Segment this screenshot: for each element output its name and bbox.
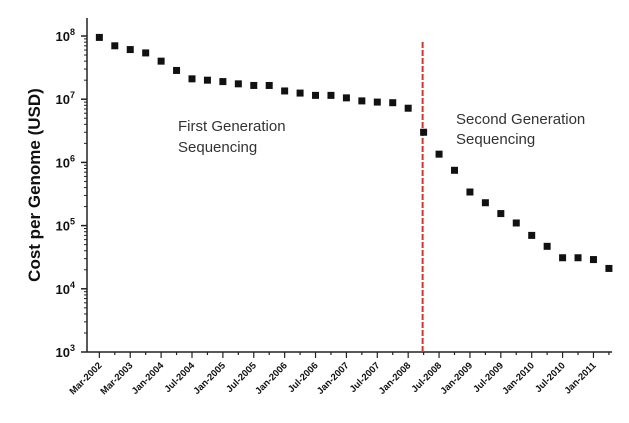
- second-generation-line-2: Sequencing: [456, 131, 535, 148]
- data-point: [342, 94, 350, 102]
- y-tick-exponent: 4: [70, 280, 75, 290]
- data-point: [157, 57, 165, 65]
- y-tick-base: 10: [56, 92, 70, 107]
- y-tick-exponent: 6: [70, 153, 75, 163]
- data-point: [543, 242, 551, 250]
- y-tick-label: 105: [56, 217, 75, 234]
- y-tick-label: 107: [56, 90, 75, 107]
- data-point: [435, 150, 443, 158]
- data-point: [219, 78, 227, 86]
- data-point: [559, 254, 567, 262]
- y-tick-exponent: 5: [70, 217, 75, 227]
- data-point: [373, 98, 381, 106]
- first-generation-line-2: Sequencing: [178, 139, 257, 156]
- x-tick-label: Jan-2011: [562, 360, 599, 397]
- second-generation-line-1: Second Generation: [456, 111, 585, 128]
- data-point: [451, 166, 458, 174]
- data-point: [203, 76, 211, 84]
- data-point: [605, 264, 613, 272]
- y-tick-label: 103: [56, 343, 75, 360]
- data-point: [466, 188, 474, 196]
- y-tick-exponent: 7: [70, 90, 75, 100]
- y-tick-base: 10: [56, 345, 70, 360]
- x-tick-label: Mar-2003: [98, 360, 135, 397]
- y-tick-exponent: 8: [70, 27, 75, 37]
- data-point: [512, 219, 520, 227]
- data-point: [234, 80, 242, 88]
- y-tick-base: 10: [56, 29, 70, 44]
- data-point: [404, 104, 412, 112]
- x-tick-label: Mar-2002: [68, 360, 105, 397]
- first-generation-line-1: First Generation: [178, 118, 286, 135]
- x-axis-ticks: Mar-2002Mar-2003Jan-2004Jul-2004Jan-2005…: [68, 352, 610, 397]
- y-tick-exponent: 3: [70, 343, 75, 353]
- data-point: [111, 42, 119, 50]
- y-tick-base: 10: [56, 219, 70, 234]
- data-points: [95, 33, 613, 272]
- data-point: [126, 46, 134, 54]
- data-point: [95, 33, 103, 41]
- data-point: [481, 199, 489, 207]
- data-point: [589, 256, 597, 264]
- data-point: [142, 49, 150, 57]
- x-tick-label: Jan-2004: [130, 360, 167, 397]
- y-tick-label: 106: [56, 153, 75, 170]
- data-point: [574, 254, 582, 262]
- data-point: [389, 99, 397, 107]
- x-tick-label: Jan-2009: [439, 360, 476, 397]
- data-point: [312, 91, 320, 99]
- y-tick-label: 104: [56, 280, 75, 297]
- data-point: [250, 81, 258, 89]
- plot-frame: [86, 18, 612, 353]
- data-point: [327, 91, 335, 99]
- x-tick-label: Jan-2008: [377, 360, 414, 397]
- data-point: [281, 87, 289, 95]
- second-generation-label: Second Generation Sequencing: [456, 111, 589, 148]
- y-tick-label: 108: [56, 27, 75, 44]
- x-tick-label: Jan-2007: [315, 360, 352, 397]
- x-tick-label: Jan-2005: [191, 360, 228, 397]
- data-point: [265, 81, 273, 89]
- data-point: [358, 97, 366, 105]
- data-point: [420, 128, 428, 136]
- data-point: [188, 75, 196, 83]
- y-tick-base: 10: [56, 155, 70, 170]
- data-point: [528, 231, 536, 239]
- data-point: [497, 210, 505, 218]
- x-tick-label: Jan-2006: [253, 360, 290, 397]
- y-axis-label: Cost per Genome (USD): [25, 88, 44, 282]
- y-tick-base: 10: [56, 282, 70, 297]
- x-tick-label: Jan-2010: [500, 360, 537, 397]
- data-point: [173, 66, 181, 74]
- first-generation-label: First Generation Sequencing: [178, 118, 290, 156]
- data-point: [296, 89, 304, 97]
